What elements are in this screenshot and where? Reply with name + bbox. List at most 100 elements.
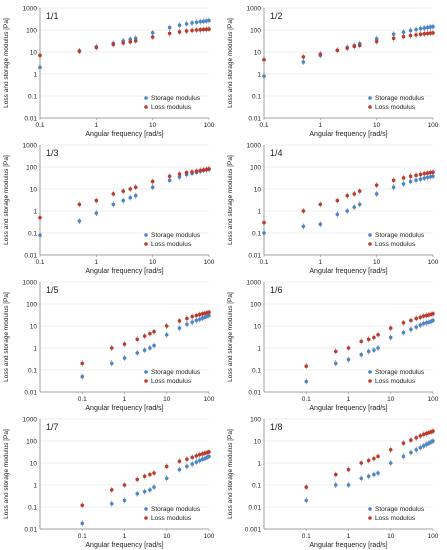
- loss-modulus-point: [414, 33, 418, 37]
- storage-modulus-point: [190, 21, 194, 25]
- loss-modulus-point: [418, 172, 423, 177]
- storage-modulus-point: [109, 361, 114, 366]
- y-tick-label: 0.001: [245, 527, 262, 534]
- x-tick-label: 100: [428, 122, 439, 129]
- loss-modulus-point: [77, 202, 82, 207]
- legend-storage-marker: [144, 96, 148, 100]
- loss-modulus-point: [177, 459, 182, 464]
- storage-modulus-point: [359, 476, 364, 481]
- y-tick-label: 1000: [23, 6, 38, 13]
- loss-modulus-point: [318, 202, 323, 207]
- y-axis-label: Loss and storage modulus [Pa]: [3, 18, 10, 108]
- x-tick-label: 10: [149, 259, 157, 266]
- loss-modulus-point: [177, 319, 182, 323]
- y-axis-label: Loss and storage modulus [Pa]: [227, 429, 234, 519]
- loss-modulus-point: [431, 429, 435, 433]
- y-tick-label: 0.01: [248, 390, 261, 397]
- loss-modulus-point: [366, 458, 371, 463]
- legend-loss-marker: [368, 242, 372, 246]
- loss-modulus-point: [335, 198, 340, 203]
- y-tick-label: 0.1: [252, 94, 261, 101]
- storage-modulus-point: [357, 202, 362, 207]
- storage-modulus-point: [388, 335, 393, 340]
- loss-modulus-point: [431, 31, 435, 35]
- y-tick-label: 1: [257, 346, 261, 353]
- storage-modulus-point: [352, 205, 357, 209]
- chart-panel: 0.01 0.1 1 10 100 1000 0.1 1 10 100 1/7 Angular fre…: [3, 417, 215, 550]
- x-tick-label: 100: [204, 533, 215, 540]
- storage-modulus-point: [425, 25, 430, 30]
- storage-modulus-point: [304, 498, 309, 503]
- x-tick-label: 0.1: [259, 122, 268, 129]
- loss-modulus-point: [352, 44, 357, 49]
- loss-modulus-point: [185, 316, 189, 321]
- loss-modulus-point: [359, 339, 364, 344]
- chart-panel: 0.01 0.1 1 10 100 1000 0.1 1 10 100 1/6 Angular fre…: [227, 280, 439, 413]
- legend-label: Loss modulus: [151, 104, 192, 111]
- legend-label: Loss modulus: [151, 515, 192, 522]
- y-tick-label: 1000: [23, 280, 38, 287]
- loss-modulus-point: [401, 176, 406, 180]
- storage-modulus-point: [431, 24, 435, 29]
- loss-modulus-point: [177, 172, 182, 176]
- loss-modulus-point: [121, 41, 126, 45]
- y-tick-label: 1000: [23, 417, 38, 424]
- legend-label: Storage modulus: [151, 95, 201, 102]
- loss-modulus-point: [38, 215, 42, 220]
- loss-modulus-point: [372, 456, 376, 461]
- loss-modulus-point: [190, 455, 194, 460]
- y-tick-label: 10: [30, 50, 38, 57]
- storage-modulus-point: [167, 178, 172, 183]
- y-tick-label: 1: [257, 461, 261, 468]
- y-tick-label: 1: [257, 209, 261, 216]
- x-axis-label: Angular frequency [rad/s]: [309, 268, 387, 275]
- x-tick-label: 1: [347, 396, 351, 403]
- x-tick-label: 0.1: [302, 533, 311, 540]
- x-tick-label: 100: [204, 122, 215, 129]
- storage-modulus-point: [304, 379, 309, 384]
- storage-modulus-point: [121, 198, 126, 203]
- storage-modulus-point: [194, 318, 199, 323]
- storage-modulus-point: [376, 346, 380, 350]
- panel-title: 1/5: [46, 285, 59, 295]
- loss-modulus-point: [184, 170, 189, 175]
- storage-modulus-point: [418, 445, 423, 450]
- storage-modulus-point: [391, 32, 396, 36]
- storage-modulus-point: [128, 195, 133, 200]
- loss-modulus-point: [94, 198, 99, 203]
- loss-modulus-point: [391, 36, 396, 41]
- legend-label: Storage modulus: [151, 506, 201, 513]
- storage-modulus-point: [374, 192, 379, 196]
- legend-loss-marker: [144, 242, 148, 246]
- storage-modulus-point: [197, 458, 202, 463]
- y-tick-label: 10: [30, 324, 38, 331]
- storage-modulus-point: [148, 488, 152, 492]
- storage-modulus-point: [318, 222, 323, 227]
- loss-modulus-point: [201, 27, 206, 32]
- storage-modulus-point: [346, 357, 351, 362]
- legend-label: Storage modulus: [375, 369, 425, 376]
- legend-loss-marker: [144, 516, 148, 520]
- storage-modulus-point: [207, 454, 211, 459]
- y-tick-label: 10: [254, 187, 262, 194]
- storage-modulus-point: [333, 483, 338, 487]
- storage-modulus-point: [177, 23, 182, 28]
- storage-modulus-point: [190, 462, 194, 466]
- storage-modulus-point: [185, 322, 189, 327]
- loss-modulus-point: [194, 454, 199, 458]
- storage-modulus-point: [142, 348, 147, 352]
- loss-modulus-point: [167, 31, 172, 36]
- loss-modulus-point: [201, 168, 206, 172]
- loss-modulus-point: [135, 337, 140, 342]
- x-axis-label: Angular frequency [rad/s]: [309, 542, 387, 549]
- chart-panel: 0.001 0.01 0.1 1 10 100 0.1 1 10 100 1/8 Angular fr…: [227, 417, 439, 550]
- y-tick-label: 0.1: [252, 231, 261, 238]
- x-tick-label: 0.1: [35, 259, 44, 266]
- legend-label: Storage modulus: [151, 232, 201, 239]
- loss-modulus-point: [164, 464, 169, 469]
- y-axis-label: Loss and storage modulus [Pa]: [3, 155, 10, 245]
- storage-modulus-point: [421, 444, 426, 448]
- legend-loss-marker: [368, 379, 372, 383]
